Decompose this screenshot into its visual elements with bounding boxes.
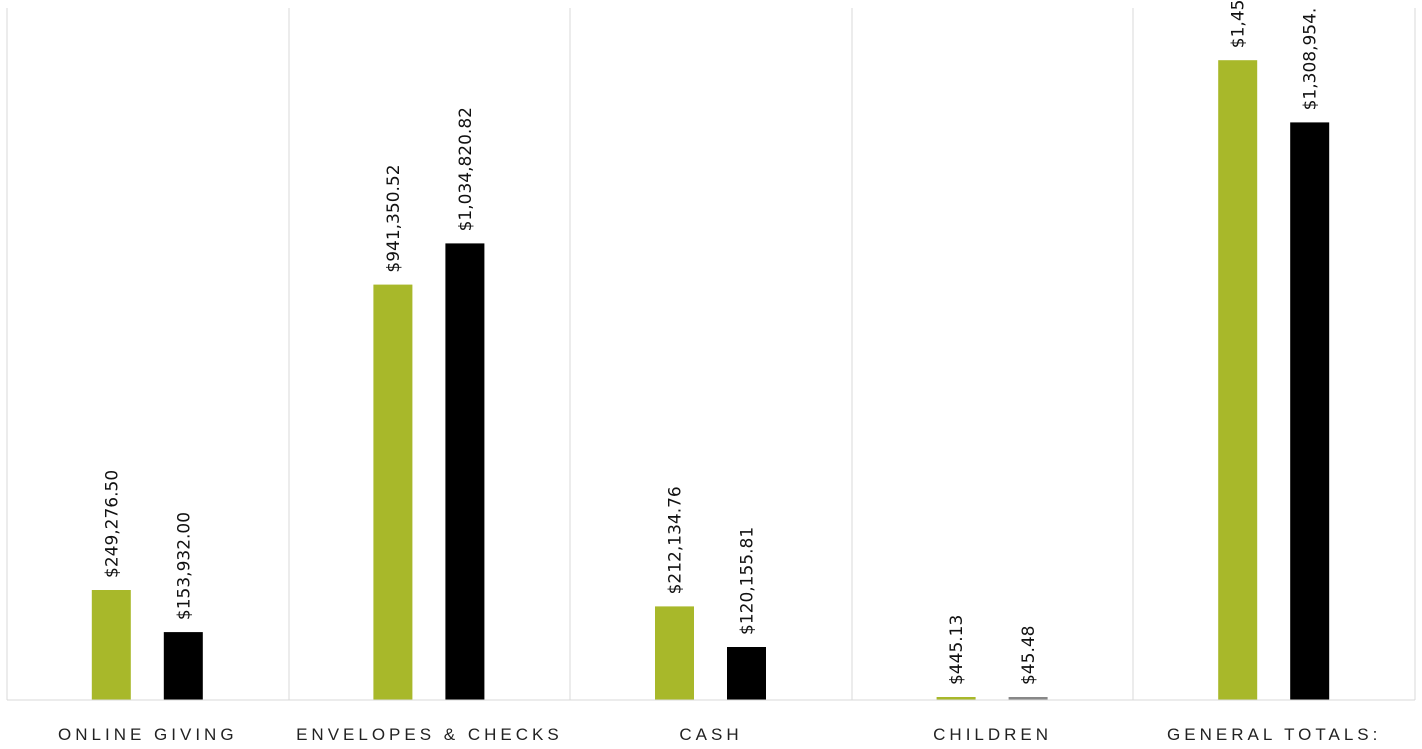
bar-black-4 [1290, 122, 1330, 700]
bar-black-1 [445, 243, 485, 700]
bar-green-2 [655, 606, 694, 700]
category-label: GENERAL TOTALS: [1167, 725, 1381, 744]
bar-green-3 [936, 697, 976, 700]
bar-green-4 [1218, 60, 1258, 700]
category-label: ENVELOPES & CHECKS [296, 725, 563, 744]
category-label: CASH [679, 725, 742, 744]
data-label: $45.48 [1019, 626, 1039, 685]
bars [91, 60, 1330, 700]
bar-green-0 [91, 590, 131, 700]
data-label: $941,350.52 [384, 164, 404, 272]
bar-black-0 [163, 632, 203, 700]
bar-black-2 [727, 647, 766, 700]
category-label: CHILDREN [933, 725, 1052, 744]
category-label: ONLINE GIVING [58, 725, 238, 744]
data-label: $249,276.50 [102, 470, 122, 578]
category-labels: ONLINE GIVING ENVELOPES & CHECKS CASH CHILD… [58, 725, 1381, 744]
bar-green-1 [373, 284, 413, 700]
data-label: $153,932.00 [174, 512, 194, 620]
data-labels: $249,276.50 $941,350.52 $212,134.76 $445.13… [102, 0, 1320, 685]
data-label: $120,155.81 [738, 527, 758, 635]
bar-black-3 [1008, 697, 1048, 700]
data-label: $1,308,954. [1301, 8, 1321, 111]
data-label: $445.13 [947, 615, 967, 685]
data-label: $1,034,820.82 [456, 107, 476, 231]
category-dividers [6, 8, 1416, 700]
data-label: $212,134.76 [666, 486, 686, 594]
data-label: $1,45 [1229, 0, 1249, 48]
